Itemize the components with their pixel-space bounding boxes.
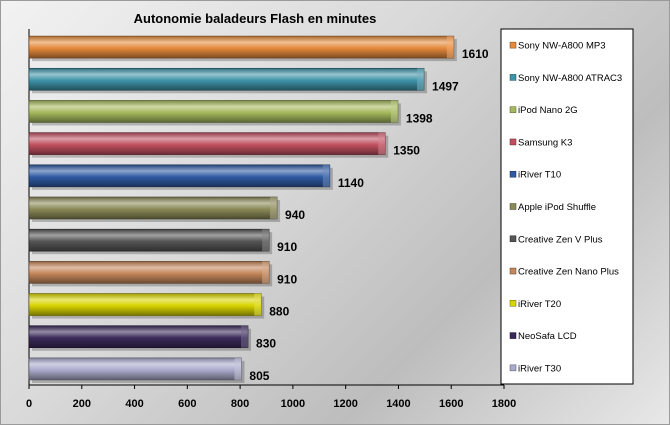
bar-end-cap <box>234 357 242 380</box>
legend-swatch <box>509 170 517 178</box>
bar <box>28 293 262 316</box>
bar <box>28 196 278 220</box>
bar <box>28 35 455 59</box>
bar-end-cap <box>270 197 278 219</box>
bar <box>28 357 242 381</box>
legend-swatch <box>509 203 517 210</box>
bar-value-label: 1610 <box>462 47 489 61</box>
bar <box>28 325 249 349</box>
legend-label: NeoSafa LCD <box>518 331 577 342</box>
bar-end-cap <box>390 100 398 123</box>
bar <box>28 261 270 284</box>
x-tick-label: 1000 <box>281 398 305 410</box>
legend-swatch <box>509 74 517 81</box>
bar-value-label: 805 <box>249 369 269 383</box>
bar-end-cap <box>446 36 454 59</box>
legend-swatch <box>509 41 517 49</box>
legend-label: Apple iPod Shuffle <box>518 202 596 213</box>
legend-box <box>500 28 634 385</box>
bar-end-cap <box>254 293 262 316</box>
bar-value-label: 830 <box>256 337 276 351</box>
legend-swatch <box>509 235 517 243</box>
bar-end-cap <box>322 164 330 187</box>
legend-label: iRiver T10 <box>518 170 561 181</box>
x-tick-label: 1400 <box>386 398 410 410</box>
bar <box>28 164 331 188</box>
x-tick-label: 800 <box>231 398 249 410</box>
bar-value-label: 910 <box>277 240 297 254</box>
bar <box>28 132 386 155</box>
bar-end-cap <box>241 325 249 348</box>
legend-label: iRiver T20 <box>518 299 561 310</box>
legend-label: iRiver T30 <box>518 363 561 374</box>
legend-swatch <box>509 364 517 372</box>
legend-label: iPod Nano 2G <box>518 105 578 116</box>
bar-value-label: 940 <box>285 208 305 222</box>
x-tick-label: 1200 <box>333 398 357 410</box>
bar-value-label: 1398 <box>406 111 433 125</box>
x-tick-label: 600 <box>178 398 196 410</box>
bar <box>28 100 399 123</box>
bar-value-label: 910 <box>277 272 297 286</box>
x-tick-label: 1800 <box>492 398 516 410</box>
bar-end-cap <box>417 68 425 91</box>
x-tick-label: 200 <box>73 398 91 410</box>
legend-label: Samsung K3 <box>518 137 572 148</box>
legend-swatch <box>509 106 517 113</box>
legend-label: Sony NW-A800 MP3 <box>518 41 605 52</box>
legend-label: Creative Zen Nano Plus <box>518 267 619 278</box>
legend: Sony NW-A800 MP3 Sony NW-A800 ATRAC3 iPod … <box>500 28 634 385</box>
x-tick-label: 0 <box>26 398 32 410</box>
legend-swatch <box>509 332 517 339</box>
x-axis: 0 200 400 600 800 1000 1200 1400 1600 1800 <box>26 29 516 410</box>
bar-end-cap <box>262 229 270 252</box>
bar-value-label: 880 <box>269 305 289 319</box>
bar <box>28 67 425 91</box>
legend-swatch <box>509 138 517 146</box>
x-tick-label: 1600 <box>439 398 463 410</box>
bar-end-cap <box>378 132 386 155</box>
x-tick-label: 400 <box>125 398 143 410</box>
bar-value-label: 1497 <box>432 79 459 93</box>
legend-label: Creative Zen V Plus <box>518 234 603 245</box>
bar <box>28 228 270 252</box>
legend-swatch <box>509 300 517 307</box>
legend-swatch <box>509 267 517 275</box>
value-labels: 1610 1497 1398 1350 1140 940 910 910 880 830 805 <box>249 47 488 383</box>
bar-end-cap <box>262 261 270 284</box>
legend-label: Sony NW-A800 ATRAC3 <box>518 73 622 84</box>
bar-value-label: 1350 <box>393 144 420 158</box>
chart-title: Autonomie baladeurs Flash en minutes <box>134 11 377 26</box>
bar-value-label: 1140 <box>338 176 364 190</box>
bars <box>28 35 457 383</box>
